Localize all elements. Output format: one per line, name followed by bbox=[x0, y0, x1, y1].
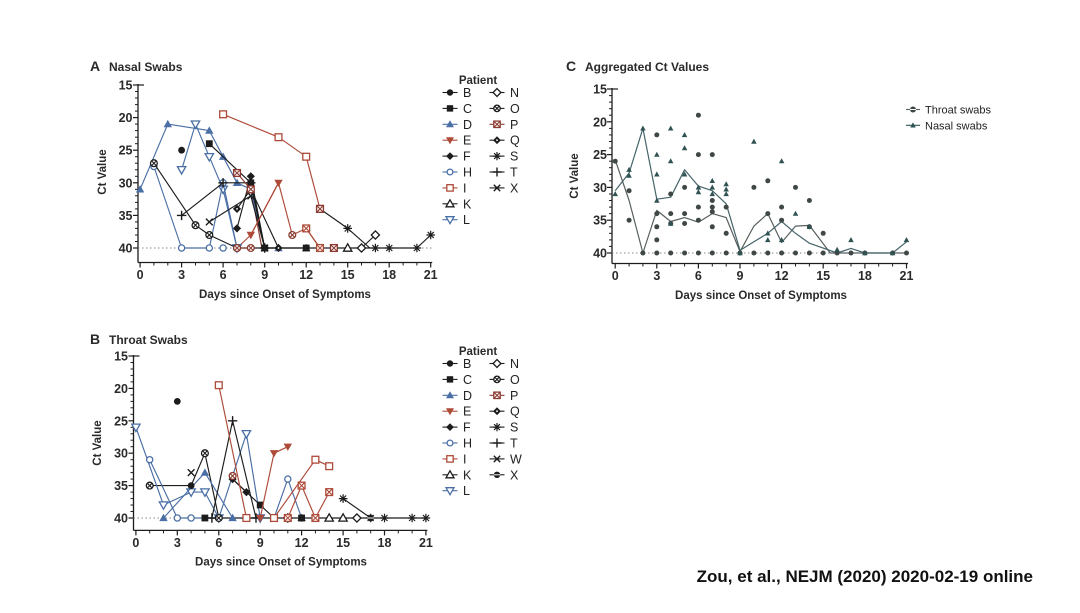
svg-text:40: 40 bbox=[119, 242, 133, 256]
svg-text:6: 6 bbox=[695, 269, 702, 283]
svg-text:H: H bbox=[463, 437, 472, 451]
svg-text:0: 0 bbox=[132, 536, 139, 550]
svg-text:30: 30 bbox=[593, 181, 607, 195]
svg-text:9: 9 bbox=[737, 269, 744, 283]
svg-text:K: K bbox=[463, 468, 472, 482]
svg-text:35: 35 bbox=[593, 214, 607, 228]
svg-text:O: O bbox=[510, 373, 520, 387]
svg-text:S: S bbox=[510, 421, 518, 435]
svg-text:30: 30 bbox=[119, 176, 133, 190]
svg-text:N: N bbox=[510, 357, 519, 371]
svg-text:F: F bbox=[463, 150, 471, 164]
svg-text:0: 0 bbox=[612, 269, 619, 283]
svg-text:Patient: Patient bbox=[459, 346, 498, 358]
svg-text:3: 3 bbox=[653, 269, 660, 283]
svg-text:B: B bbox=[90, 331, 100, 347]
svg-text:6: 6 bbox=[220, 268, 227, 282]
svg-text:21: 21 bbox=[419, 536, 433, 550]
svg-text:K: K bbox=[463, 197, 472, 211]
svg-text:O: O bbox=[510, 102, 520, 116]
svg-text:25: 25 bbox=[593, 148, 607, 162]
svg-text:P: P bbox=[510, 389, 518, 403]
svg-text:I: I bbox=[463, 452, 466, 466]
svg-text:C: C bbox=[566, 58, 576, 74]
svg-text:P: P bbox=[510, 118, 518, 132]
svg-text:18: 18 bbox=[858, 269, 872, 283]
svg-text:B: B bbox=[463, 86, 471, 100]
svg-text:Q: Q bbox=[510, 405, 520, 419]
svg-text:21: 21 bbox=[424, 268, 438, 282]
svg-text:T: T bbox=[510, 437, 518, 451]
svg-text:3: 3 bbox=[178, 268, 185, 282]
svg-text:25: 25 bbox=[114, 414, 128, 428]
svg-text:E: E bbox=[463, 405, 471, 419]
svg-text:Throat Swabs: Throat Swabs bbox=[109, 333, 188, 347]
svg-text:S: S bbox=[510, 150, 518, 164]
svg-text:T: T bbox=[510, 166, 518, 180]
svg-text:I: I bbox=[463, 181, 466, 195]
svg-text:D: D bbox=[463, 389, 472, 403]
svg-text:N: N bbox=[510, 86, 519, 100]
svg-text:3: 3 bbox=[174, 536, 181, 550]
svg-text:18: 18 bbox=[378, 536, 392, 550]
svg-text:Throat swabs: Throat swabs bbox=[925, 105, 992, 117]
svg-text:Ct Value: Ct Value bbox=[92, 420, 104, 465]
svg-text:0: 0 bbox=[137, 268, 144, 282]
svg-text:15: 15 bbox=[593, 83, 607, 97]
svg-text:D: D bbox=[463, 118, 472, 132]
svg-text:15: 15 bbox=[119, 79, 133, 93]
svg-text:30: 30 bbox=[114, 447, 128, 461]
svg-text:18: 18 bbox=[382, 268, 396, 282]
svg-text:20: 20 bbox=[119, 111, 133, 125]
svg-text:X: X bbox=[510, 181, 519, 195]
svg-text:20: 20 bbox=[593, 115, 607, 129]
svg-text:Aggregated Ct Values: Aggregated Ct Values bbox=[585, 60, 709, 74]
svg-text:40: 40 bbox=[593, 247, 607, 261]
svg-text:C: C bbox=[463, 102, 472, 116]
svg-text:12: 12 bbox=[295, 536, 309, 550]
svg-text:6: 6 bbox=[215, 536, 222, 550]
svg-text:35: 35 bbox=[119, 209, 133, 223]
svg-text:L: L bbox=[463, 213, 470, 227]
svg-text:9: 9 bbox=[261, 268, 268, 282]
svg-text:15: 15 bbox=[114, 350, 128, 364]
svg-text:12: 12 bbox=[299, 268, 313, 282]
svg-text:C: C bbox=[463, 373, 472, 387]
svg-text:Days since Onset of Symptoms: Days since Onset of Symptoms bbox=[195, 557, 367, 569]
svg-text:Days since Onset of Symptoms: Days since Onset of Symptoms bbox=[199, 289, 371, 301]
svg-text:Zou, et al., NEJM (2020) 2020-: Zou, et al., NEJM (2020) 2020-02-19 onli… bbox=[697, 567, 1033, 586]
svg-text:40: 40 bbox=[114, 512, 128, 526]
svg-text:20: 20 bbox=[114, 382, 128, 396]
svg-text:Q: Q bbox=[510, 134, 520, 148]
svg-text:F: F bbox=[463, 421, 471, 435]
svg-text:Ct Value: Ct Value bbox=[97, 149, 109, 194]
svg-text:L: L bbox=[463, 484, 470, 498]
svg-text:12: 12 bbox=[775, 269, 789, 283]
svg-text:15: 15 bbox=[336, 536, 350, 550]
svg-text:Nasal Swabs: Nasal Swabs bbox=[109, 60, 183, 74]
svg-text:15: 15 bbox=[816, 269, 830, 283]
svg-text:Ct Value: Ct Value bbox=[569, 153, 581, 198]
svg-text:15: 15 bbox=[341, 268, 355, 282]
svg-text:35: 35 bbox=[114, 479, 128, 493]
svg-text:Nasal swabs: Nasal swabs bbox=[925, 120, 988, 132]
svg-text:X: X bbox=[510, 468, 519, 482]
svg-text:21: 21 bbox=[900, 269, 914, 283]
svg-text:B: B bbox=[463, 357, 471, 371]
svg-text:9: 9 bbox=[257, 536, 264, 550]
svg-text:25: 25 bbox=[119, 144, 133, 158]
svg-text:W: W bbox=[510, 452, 522, 466]
svg-text:H: H bbox=[463, 166, 472, 180]
svg-text:E: E bbox=[463, 134, 471, 148]
svg-text:Days since Onset of Symptoms: Days since Onset of Symptoms bbox=[675, 290, 847, 302]
svg-text:A: A bbox=[90, 58, 100, 74]
svg-text:Patient: Patient bbox=[459, 75, 498, 87]
